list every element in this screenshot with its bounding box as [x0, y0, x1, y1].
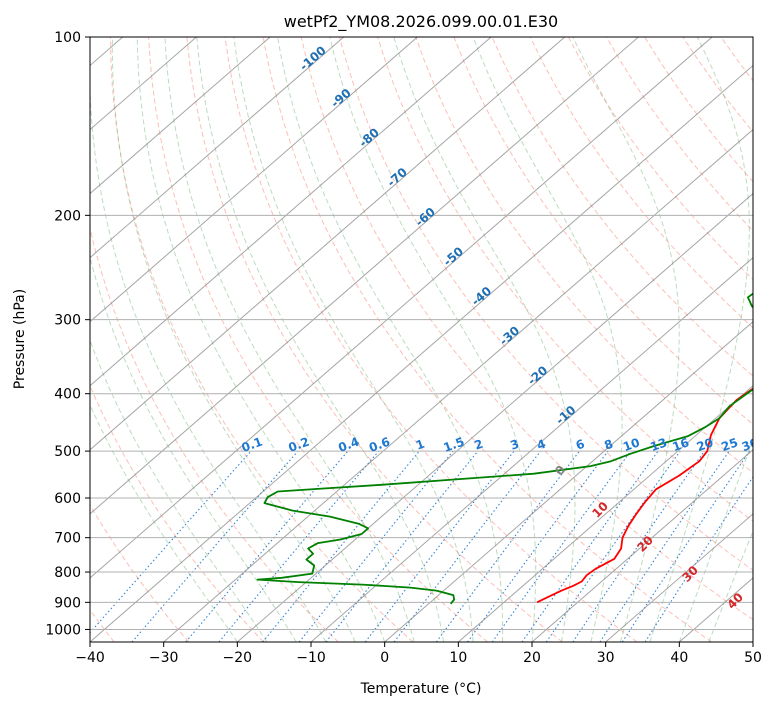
- plot-area: -100-90-80-70-60-50-40-30-20-100.1 0.2 0.4…: [90, 37, 760, 642]
- y-axis-ticks: 1000 900 800 700 600 500 400 300 200 100: [45, 30, 90, 638]
- moist-adiabat-line: [233, 37, 474, 642]
- mixing-ratio-line: [298, 450, 454, 642]
- mixing-ratio-label: 0.4: [336, 435, 361, 455]
- moist-adiabat-line: [90, 255, 297, 642]
- mixing-ratio-line: [218, 450, 380, 642]
- isotherm-line: [310, 256, 753, 642]
- dry-adiabats: [90, 37, 753, 642]
- isotherm-line: [90, 37, 713, 579]
- moist-adiabat-line: [472, 37, 623, 642]
- isotherm-line: [90, 64, 753, 642]
- mixing-ratio-line: [521, 450, 659, 642]
- dry-adiabat-line: [415, 37, 753, 474]
- y-tick-label: 700: [54, 531, 81, 547]
- isotherm-lines: [90, 37, 753, 642]
- mixing-ratio-label: 20: [695, 435, 715, 454]
- mixing-ratio-line: [545, 450, 681, 642]
- dry-adiabat-line: [90, 226, 339, 642]
- y-tick-label: 900: [54, 595, 81, 611]
- isotherm-line: [90, 37, 566, 451]
- sounding-series: [256, 292, 753, 605]
- mixing-ratio-line: [467, 450, 609, 642]
- dry-adiabat-line: [186, 37, 563, 642]
- isotherm-line: [90, 37, 345, 259]
- mixing-ratio-line: [599, 450, 730, 642]
- mixing-ratio-label: 0.6: [367, 435, 392, 455]
- mixing-ratio-line: [185, 450, 349, 642]
- isotherm-line: [90, 37, 492, 387]
- moist-adiabat-line: [196, 37, 445, 642]
- moist-adiabat-line: [136, 37, 386, 642]
- isotherm-line: [90, 37, 271, 195]
- moist-adiabat-line: [329, 37, 537, 642]
- chart-title: wetPf2_YM08.2026.099.00.01.E30: [284, 12, 558, 32]
- mixing-ratio-label: 30: [740, 435, 760, 454]
- isotherm-line: [531, 449, 753, 642]
- dry-adiabat-line: [300, 37, 753, 621]
- mixing-ratio-label: 16: [670, 435, 690, 454]
- y-tick-label: 1000: [45, 622, 81, 638]
- isotherm-line: [237, 192, 753, 642]
- y-tick-label: 400: [54, 387, 81, 403]
- moist-adiabat-line: [90, 403, 238, 642]
- mixing-ratio-label: 0.1: [240, 435, 265, 455]
- isotherm-line: [163, 128, 753, 642]
- isotherm-line: [90, 37, 418, 323]
- isotherm-line: [458, 385, 753, 642]
- x-tick-label: −10: [296, 650, 326, 666]
- y-tick-label: 200: [54, 208, 81, 224]
- mixing-ratio-label: 0.2: [286, 435, 311, 455]
- dry-adiabat-line: [377, 37, 753, 522]
- y-tick-label: 500: [54, 444, 81, 460]
- temperature-profile-line: [536, 387, 753, 604]
- plot-frame: [89, 36, 754, 643]
- dry-adiabat-line: [338, 37, 753, 571]
- moist-adiabat-line: [90, 338, 268, 642]
- mixing-ratio-line: [572, 450, 705, 642]
- x-tick-label: 40: [670, 650, 688, 666]
- moist-adiabat-line: [277, 37, 504, 642]
- mixing-ratio-label: 13: [648, 435, 668, 454]
- y-tick-label: 300: [54, 313, 81, 329]
- x-tick-label: 10: [449, 650, 467, 666]
- x-tick-label: 30: [597, 650, 615, 666]
- x-tick-label: −30: [149, 650, 179, 666]
- isotherm-line: [384, 321, 753, 642]
- dry-adiabat-line: [148, 37, 488, 642]
- mixing-ratio-label: 10: [621, 435, 641, 454]
- mixing-ratio-line: [621, 450, 751, 642]
- moist-adiabat-line: [90, 37, 327, 642]
- mixing-ratio-label: 25: [719, 435, 739, 454]
- x-axis-label: Temperature (°C): [360, 681, 482, 697]
- dewpoint-profile-line: [256, 292, 753, 605]
- x-tick-label: −20: [223, 650, 253, 666]
- x-tick-label: 0: [380, 650, 389, 666]
- mixing-ratio-line: [325, 450, 479, 642]
- x-tick-label: −40: [75, 650, 105, 666]
- moist-adiabat-line: [678, 438, 753, 642]
- x-tick-label: 20: [523, 650, 541, 666]
- mixing-ratio-line: [90, 450, 252, 634]
- mixing-ratio-label: 1.5: [441, 435, 466, 455]
- x-tick-label: 50: [744, 650, 762, 666]
- isotherm-line: [90, 37, 639, 515]
- isotherm-line: [605, 513, 753, 642]
- y-tick-label: 800: [54, 565, 81, 581]
- pressure-gridlines: [90, 37, 753, 630]
- y-tick-label: 600: [54, 491, 81, 507]
- mixing-ratio-line: [262, 450, 420, 642]
- moist-adiabat-line: [393, 37, 576, 642]
- y-axis-label: Pressure (hPa): [12, 289, 28, 389]
- dry-adiabat-line: [453, 37, 753, 425]
- y-tick-label: 100: [54, 30, 81, 46]
- dry-adiabat-line: [90, 384, 264, 642]
- moist-adiabat-line: [572, 37, 680, 642]
- x-axis-ticks: −40 −30 −20 −10 0 10 20 30 40 50: [75, 642, 762, 666]
- dry-adiabat-line: [529, 37, 753, 329]
- moist-adiabat-line: [649, 37, 750, 642]
- mixing-ratio-line: [435, 450, 580, 642]
